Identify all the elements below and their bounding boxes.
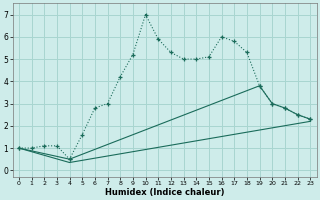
X-axis label: Humidex (Indice chaleur): Humidex (Indice chaleur) <box>105 188 224 197</box>
